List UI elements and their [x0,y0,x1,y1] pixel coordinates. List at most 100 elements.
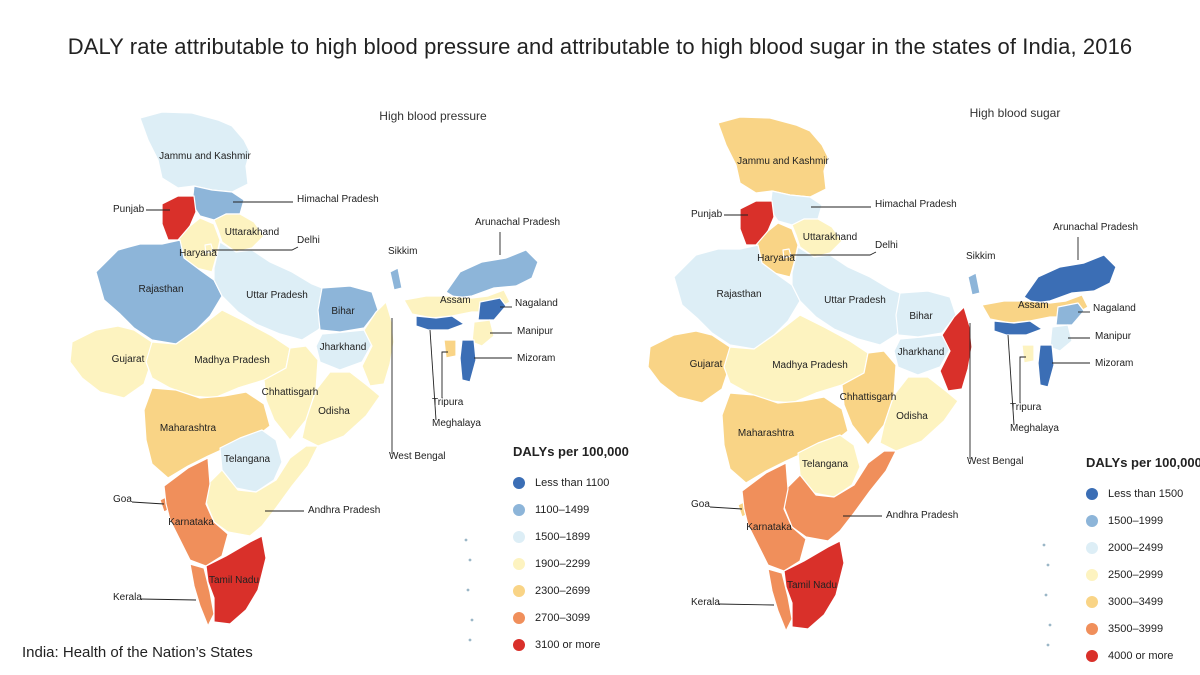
island-mark [468,638,472,642]
legend-label: 1500–1899 [535,530,591,543]
legend-label: 3500–3999 [1108,622,1164,635]
leader-line [441,351,448,398]
label-rajasthan: Rajasthan [138,284,183,295]
map-high-blood-pressure: High blood pressure Jammu and Kashmir Hima… [69,109,560,642]
state-meghalaya [993,320,1043,336]
label-karnataka: Karnataka [168,517,214,528]
label-uttarakhand: Uttarakhand [225,227,279,238]
label-gujarat: Gujarat [112,354,145,365]
map-title: High blood pressure [379,109,487,123]
state-manipur [1049,324,1073,352]
legend-label: 2300–2699 [535,584,591,597]
state-jammu-and-kashmir [139,111,251,193]
state-jammu-and-kashmir [717,116,829,198]
state-tamil-nadu [783,540,845,630]
label-delhi: Delhi [875,240,898,251]
label-bihar: Bihar [909,311,933,322]
label-gujarat: Gujarat [690,359,723,370]
label-punjab: Punjab [113,204,145,215]
state-uttarakhand [791,218,843,258]
legend-high-blood-sugar: DALYs per 100,000 Less than 1500 1500–199… [1086,455,1200,669]
legend-label: 1900–2299 [535,557,591,570]
label-mizoram: Mizoram [1095,358,1133,369]
legend-item: 1100–1499 [513,496,663,523]
leader-line [139,598,197,601]
label-andhra-pradesh: Andhra Pradesh [886,510,958,521]
state-odisha [879,376,959,452]
state-jharkhand [315,329,373,371]
label-karnataka: Karnataka [746,522,792,533]
label-chhattisgarh: Chhattisgarh [840,392,897,403]
state-sikkim [389,267,403,291]
label-madhya-pradesh: Madhya Pradesh [194,355,270,366]
legend-label: 2700–3099 [535,611,591,624]
legend-swatch [513,584,525,597]
label-mizoram: Mizoram [517,353,555,364]
state-kerala [767,568,793,632]
label-andhra-pradesh: Andhra Pradesh [308,505,380,516]
island-mark [470,618,474,622]
legend-swatch [1086,568,1098,581]
island-mark [468,558,472,562]
legend-title: DALYs per 100,000 [1086,455,1200,470]
legend-item: 1500–1999 [1086,507,1200,534]
label-meghalaya: Meghalaya [432,418,481,429]
label-tamil-nadu: Tamil Nadu [787,580,837,591]
island-mark [1046,643,1050,647]
state-west-bengal [361,301,395,387]
state-nagaland [477,297,507,321]
state-kerala [189,563,215,627]
label-goa: Goa [113,494,132,505]
label-assam: Assam [440,295,471,306]
label-telangana: Telangana [224,454,271,465]
label-kerala: Kerala [113,592,142,603]
label-nagaland: Nagaland [1093,303,1136,314]
legend-swatch [513,638,525,651]
legend-item: 1500–1899 [513,523,663,550]
legend-item: 2300–2699 [513,577,663,604]
state-delhi [204,243,214,254]
legend-item: 2000–2499 [1086,534,1200,561]
legend-item: 3100 or more [513,631,663,658]
island-mark [466,588,470,592]
chart-title: DALY rate attributable to high blood pre… [67,34,1133,59]
legend-label: 2500–2999 [1108,568,1164,581]
label-rajasthan: Rajasthan [716,289,761,300]
legend-label: 1500–1999 [1108,514,1164,527]
label-meghalaya: Meghalaya [1010,423,1059,434]
label-goa: Goa [691,499,710,510]
legend-label: 2000–2499 [1108,541,1164,554]
state-gujarat [69,325,153,399]
label-maharashtra: Maharashtra [160,423,217,434]
state-bihar [895,290,957,338]
state-arunachal-pradesh [1023,254,1117,304]
leader-line [1019,356,1026,403]
legend-item: 3000–3499 [1086,588,1200,615]
label-arunachal-pradesh: Arunachal Pradesh [1053,222,1138,233]
legend-label: 3100 or more [535,638,601,651]
state-mizoram [459,339,477,383]
state-tripura [443,339,457,359]
leader-line [709,506,743,510]
label-manipur: Manipur [517,326,554,337]
state-odisha [301,371,381,447]
label-jammu-and-kashmir: Jammu and Kashmir [737,156,829,167]
state-nagaland [1055,302,1085,326]
state-jharkhand [893,334,951,376]
legend-swatch [513,557,525,570]
state-karnataka [163,457,229,567]
legend-item: 2500–2999 [1086,561,1200,588]
legend-item: Less than 1100 [513,469,663,496]
state-bihar [317,285,379,333]
label-jammu-and-kashmir: Jammu and Kashmir [159,151,251,162]
label-tripura: Tripura [432,397,464,408]
label-uttar-pradesh: Uttar Pradesh [824,295,886,306]
state-gujarat [647,330,731,404]
label-chhattisgarh: Chhattisgarh [262,387,319,398]
legend-swatch [513,611,525,624]
leader-line [717,603,775,606]
label-nagaland: Nagaland [515,298,558,309]
legend-label: Less than 1100 [535,476,610,489]
state-arunachal-pradesh [445,249,539,299]
